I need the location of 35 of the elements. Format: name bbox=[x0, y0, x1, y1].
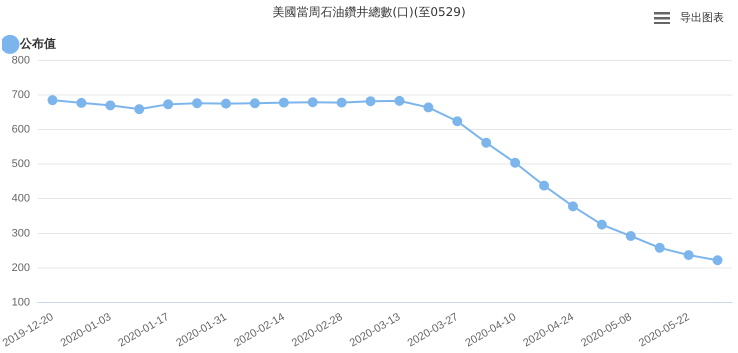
point bbox=[308, 97, 318, 108]
y-tick-label: 400 bbox=[12, 192, 30, 205]
point bbox=[278, 98, 289, 108]
point bbox=[192, 98, 202, 108]
y-tick-label: 800 bbox=[12, 54, 30, 66]
point bbox=[481, 138, 492, 148]
point bbox=[654, 242, 665, 253]
point bbox=[626, 231, 636, 242]
point bbox=[596, 220, 607, 230]
point bbox=[452, 116, 462, 126]
y-tick-label: 300 bbox=[12, 227, 30, 240]
point bbox=[336, 98, 347, 108]
y-tick-label: 600 bbox=[12, 124, 30, 136]
point bbox=[539, 180, 550, 191]
point bbox=[684, 250, 694, 260]
y-tick-label: 200 bbox=[12, 262, 30, 274]
point bbox=[423, 102, 434, 112]
point bbox=[568, 201, 578, 212]
text: 导出图表 bbox=[680, 10, 724, 25]
legend-label: 公布值 bbox=[19, 36, 56, 51]
y-tick-label: 700 bbox=[12, 89, 30, 102]
y-tick-label: 100 bbox=[12, 296, 30, 308]
y-tick-label: 500 bbox=[12, 158, 30, 170]
point bbox=[366, 96, 376, 106]
point bbox=[712, 255, 723, 266]
point bbox=[510, 158, 520, 168]
point bbox=[76, 98, 86, 108]
point bbox=[105, 100, 116, 110]
point bbox=[394, 96, 404, 106]
point bbox=[250, 98, 260, 108]
chart-title: 美國當周石油鑽井總數(口)(至0529) bbox=[272, 5, 466, 19]
point bbox=[163, 99, 174, 110]
point bbox=[220, 98, 231, 109]
point bbox=[134, 104, 144, 114]
point bbox=[47, 95, 58, 106]
